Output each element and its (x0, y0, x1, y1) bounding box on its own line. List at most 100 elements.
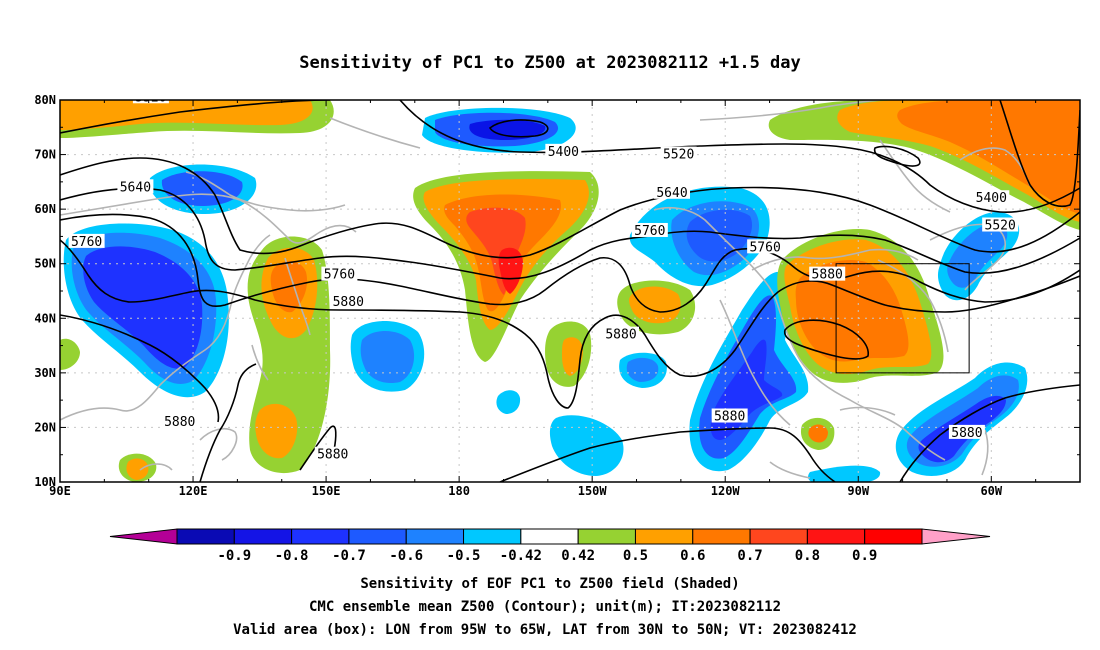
lat-label: 80N (34, 93, 56, 107)
contour-label: 5880 (948, 424, 985, 441)
negative-region (626, 357, 659, 382)
svg-text:5400: 5400 (976, 191, 1007, 206)
negative-region (161, 171, 243, 206)
positive-region (795, 259, 909, 362)
svg-text:5760: 5760 (324, 268, 355, 283)
svg-text:5760: 5760 (749, 240, 780, 255)
longitude-labels: 90E 120E 150E 180 150W 120W 90W 60W (49, 484, 1003, 498)
colorbar-segment (405, 528, 465, 545)
colorbar-label: 0.8 (795, 548, 820, 564)
svg-text:5520: 5520 (663, 148, 694, 163)
figure-title: Sensitivity of PC1 to Z500 at 2023082112… (299, 53, 801, 73)
negative-region (686, 209, 753, 262)
contour-label: 5520 (660, 146, 697, 163)
contour-label: 5400 (545, 143, 582, 160)
colorbar-label: 0.6 (680, 548, 705, 564)
lat-label: 40N (34, 311, 56, 325)
svg-text:5760: 5760 (634, 224, 665, 239)
svg-text:5640: 5640 (656, 186, 687, 201)
colorbar-segment (291, 528, 350, 545)
negative-region (808, 465, 881, 482)
colorbar-label: -0.42 (500, 548, 542, 564)
contour-label: 5760 (68, 233, 105, 250)
contour-label: 5880 (314, 446, 351, 463)
colorbar-segment (463, 528, 522, 545)
svg-text:5880: 5880 (812, 268, 843, 283)
svg-text:5880: 5880 (605, 328, 636, 343)
contour-labels: 5520 5400 5520 5640 5640 5400 5760 5520 5760 5760… (68, 90, 1019, 463)
colorbar-end-left (109, 528, 178, 545)
lon-label: 180 (448, 484, 470, 498)
contour-label: 5880 (603, 326, 639, 343)
colorbar (109, 528, 991, 545)
colorbar-segment (634, 528, 694, 545)
negative-region (469, 119, 546, 140)
caption-line-1: Sensitivity of EOF PC1 to Z500 field (Sh… (360, 576, 739, 592)
svg-text:5880: 5880 (164, 415, 195, 430)
colorbar-segment (176, 528, 235, 545)
svg-text:5520: 5520 (135, 90, 166, 105)
lat-label: 30N (34, 366, 56, 380)
caption-line-2: CMC ensemble mean Z500 (Contour); unit(m… (309, 599, 781, 615)
svg-text:5640: 5640 (120, 180, 151, 195)
negative-region (83, 246, 203, 369)
lon-label: 120E (179, 484, 208, 498)
colorbar-segment (749, 528, 808, 545)
colorbar-segment (864, 528, 923, 545)
contour-label: 5880 (711, 408, 748, 425)
positive-region (60, 338, 80, 370)
svg-text:5880: 5880 (714, 410, 745, 425)
colorbar-label: 0.5 (623, 548, 648, 564)
colorbar-label: -0.7 (332, 548, 366, 564)
lon-label: 150E (312, 484, 341, 498)
colorbar-label: -0.6 (389, 548, 423, 564)
contour-label: 5880 (330, 293, 367, 310)
lon-label: 150W (578, 484, 608, 498)
colorbar-label: 0.7 (737, 548, 762, 564)
z500-contours (60, 100, 1080, 482)
svg-text:5400: 5400 (548, 145, 579, 160)
lat-label: 60N (34, 202, 56, 216)
contour-label: 5520 (132, 90, 169, 105)
positive-region (562, 337, 583, 376)
lon-label: 120W (711, 484, 741, 498)
colorbar-segment (806, 528, 866, 545)
contour-label: 5520 (982, 217, 1019, 234)
positive-region (255, 403, 298, 459)
lat-label: 70N (34, 148, 56, 162)
svg-text:5880: 5880 (317, 448, 348, 463)
negative-region (549, 415, 624, 476)
lat-label: 10N (34, 475, 56, 489)
svg-text:5880: 5880 (333, 295, 364, 310)
colorbar-segment (692, 528, 751, 545)
contour-label: 5640 (654, 184, 690, 201)
colorbar-segment (233, 528, 293, 545)
coastlines (60, 100, 1031, 479)
contour-label: 5760 (747, 239, 784, 255)
colorbar-segment (520, 528, 579, 545)
valid-area-box (835, 263, 970, 374)
contour-label: 5880 (809, 266, 846, 283)
svg-text:5520: 5520 (985, 219, 1016, 234)
positive-region (897, 100, 1080, 214)
lon-label: 90E (49, 484, 71, 498)
lon-label: 90W (847, 484, 869, 498)
lat-label: 20N (34, 420, 56, 434)
contour-label: 5760 (321, 266, 358, 283)
colorbar-label: 0.42 (561, 548, 595, 564)
positive-region (126, 458, 149, 480)
contour-label: 5640 (117, 179, 154, 195)
colorbar-label: -0.8 (275, 548, 309, 564)
axis-ticks (59, 99, 1081, 483)
contour-label: 5880 (161, 413, 198, 430)
positive-region (808, 424, 828, 443)
lat-lon-grid (60, 100, 1080, 482)
colorbar-label: 0.9 (852, 548, 877, 564)
colorbar-label: -0.9 (217, 548, 251, 564)
contour-label: 5400 (973, 190, 1010, 206)
lon-label: 60W (980, 484, 1002, 498)
map-area: 5520 5400 5520 5640 5640 5400 5760 5520 5760 5760… (60, 90, 1080, 482)
negative-region (360, 331, 415, 384)
negative-region (496, 390, 521, 414)
